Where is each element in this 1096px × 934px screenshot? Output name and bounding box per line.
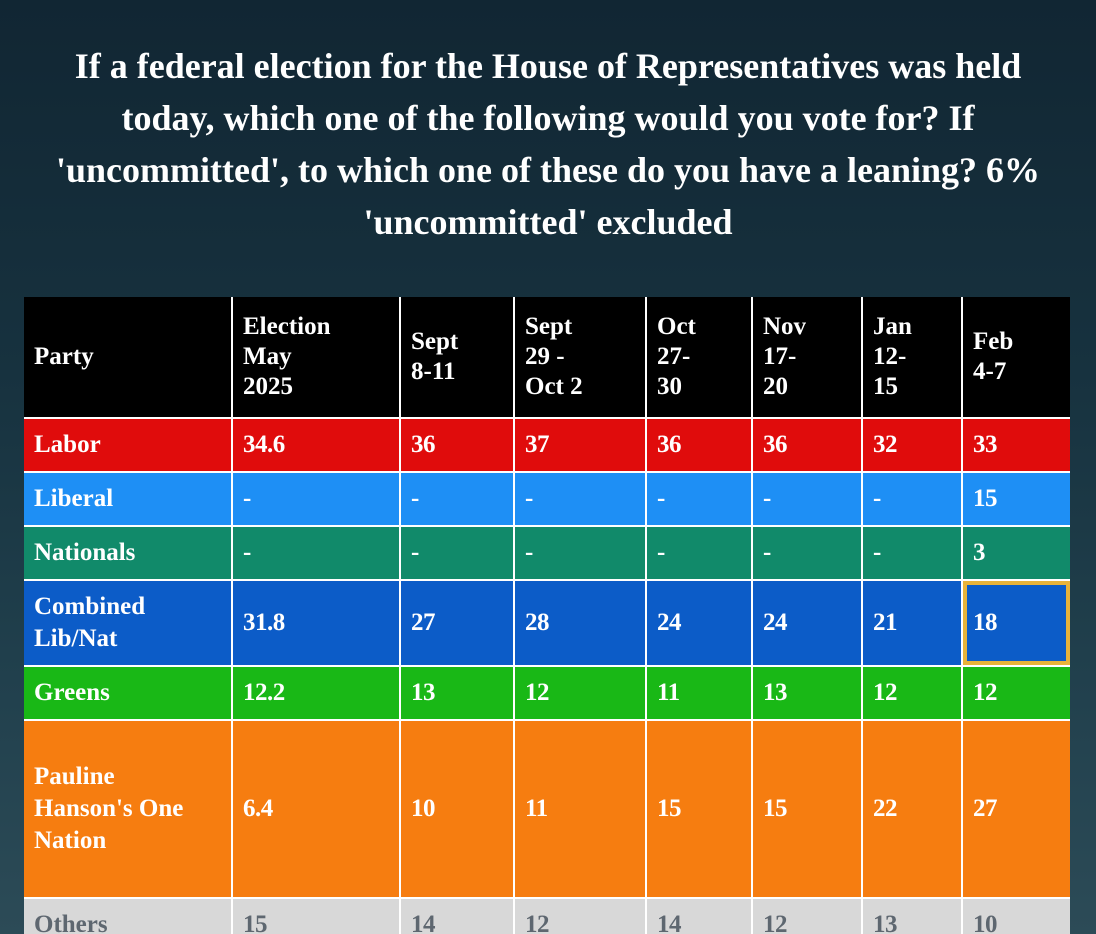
value-cell: 10: [961, 897, 1070, 934]
value-cell: -: [751, 525, 863, 581]
value-cell: 14: [399, 897, 515, 934]
value-cell: 37: [513, 417, 647, 473]
value-cell: 24: [645, 579, 753, 667]
value-cell: 15: [961, 471, 1070, 527]
party-label: Pauline Hanson's One Nation: [24, 719, 233, 899]
value-cell: 36: [399, 417, 515, 473]
header-cell-party: Party: [24, 297, 233, 419]
party-label: Others: [24, 897, 233, 934]
chart-title: If a federal election for the House of R…: [55, 46, 1041, 242]
party-label: Nationals: [24, 525, 233, 581]
party-label: Combined Lib/Nat: [24, 579, 233, 667]
header-row: Party Election May 2025 Sept 8-11 Sept 29 -O…: [24, 297, 1070, 419]
value-cell: 33: [961, 417, 1070, 473]
value-cell: 3: [961, 525, 1070, 581]
value-cell: 12: [751, 897, 863, 934]
value-cell: -: [399, 525, 515, 581]
value-cell: -: [751, 471, 863, 527]
value-cell: 28: [513, 579, 647, 667]
value-cell: 32: [861, 417, 963, 473]
value-cell: 15: [751, 719, 863, 899]
value-cell: -: [861, 525, 963, 581]
value-cell: 12: [513, 897, 647, 934]
value-cell: -: [231, 525, 401, 581]
header-cell: Jan 12- 15: [861, 297, 963, 419]
value-cell: 36: [645, 417, 753, 473]
table-row: Pauline Hanson's One Nation 6.4 10 11 15 15 22 27: [24, 719, 1070, 899]
value-cell: 12.2: [231, 665, 401, 721]
table-row: Labor 34.6 36 37 36 36 32 33: [24, 417, 1070, 473]
poll-table: Party Election May 2025 Sept 8-11 Sept 29 -O…: [24, 297, 1070, 934]
party-label: Greens: [24, 665, 233, 721]
table-body: Labor 34.6 36 37 36 36 32 33 Liberal - - - - - -15 Nati…: [24, 417, 1070, 934]
header-cell: Sept 29 - Oct 2: [513, 297, 647, 419]
value-cell: 10: [399, 719, 515, 899]
value-cell: -: [861, 471, 963, 527]
value-cell: 21: [861, 579, 963, 667]
value-cell: 13: [861, 897, 963, 934]
value-cell: 22: [861, 719, 963, 899]
value-cell: 12: [961, 665, 1070, 721]
party-label: Liberal: [24, 471, 233, 527]
value-cell: 11: [645, 665, 753, 721]
value-cell: 12: [513, 665, 647, 721]
value-cell: -: [399, 471, 515, 527]
table-row: Others 15 14 12 14 12 13 10: [24, 897, 1070, 934]
value-cell: 15: [645, 719, 753, 899]
value-cell: -: [513, 525, 647, 581]
table-row: Liberal - - - - - -15: [24, 471, 1070, 527]
value-cell: -: [513, 471, 647, 527]
header-cell: Nov 17- 20: [751, 297, 863, 419]
value-cell: 13: [399, 665, 515, 721]
value-cell: 18: [961, 579, 1070, 667]
header-cell: Feb 4-7: [961, 297, 1070, 419]
header-cell: Oct 27- 30: [645, 297, 753, 419]
header-cell: Election May 2025: [231, 297, 401, 419]
header-cell: Sept 8-11: [399, 297, 515, 419]
value-cell: 12: [861, 665, 963, 721]
value-cell: 24: [751, 579, 863, 667]
value-cell: 15: [231, 897, 401, 934]
table-row: Greens 12.2 13 12 11 13 12 12: [24, 665, 1070, 721]
value-cell: 34.6: [231, 417, 401, 473]
value-cell: 11: [513, 719, 647, 899]
value-cell: 14: [645, 897, 753, 934]
value-cell: -: [645, 471, 753, 527]
value-cell: 13: [751, 665, 863, 721]
value-cell: 6.4: [231, 719, 401, 899]
table-row: Nationals - - - - - -3: [24, 525, 1070, 581]
value-cell: 36: [751, 417, 863, 473]
party-label: Labor: [24, 417, 233, 473]
value-cell: 31.8: [231, 579, 401, 667]
value-cell: -: [231, 471, 401, 527]
value-cell: 27: [399, 579, 515, 667]
table-row: Combined Lib/Nat 31.8 27 28 24 24 21 18: [24, 579, 1070, 667]
value-cell: -: [645, 525, 753, 581]
value-cell: 27: [961, 719, 1070, 899]
